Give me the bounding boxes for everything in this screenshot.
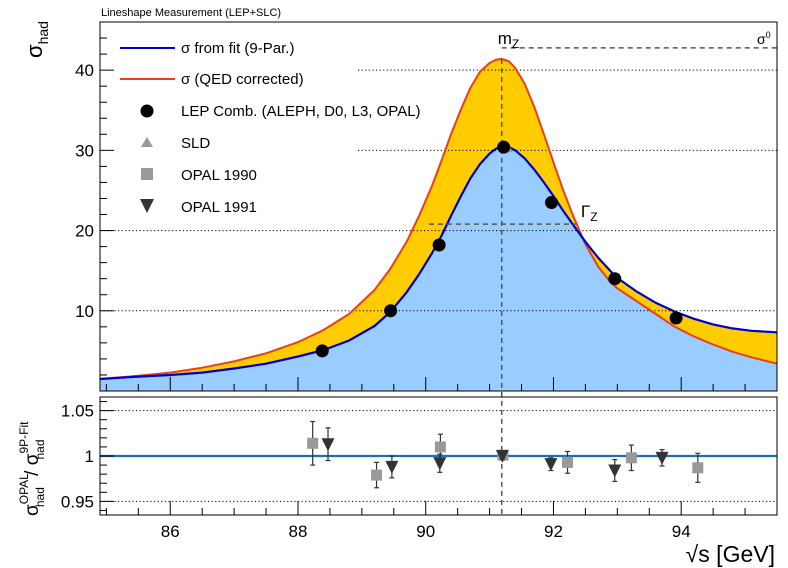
opal1991-point <box>321 438 335 452</box>
lep-point <box>384 304 398 318</box>
lep-point <box>497 140 511 154</box>
top-ytick-label: 40 <box>75 61 94 80</box>
opal1991-point <box>608 464 622 478</box>
bottom-ytick-label: 1 <box>85 447 94 466</box>
lep-point <box>315 344 329 358</box>
lep-point <box>669 311 683 325</box>
opal1990-point <box>434 441 446 453</box>
legend-sld-label: SLD <box>181 135 210 152</box>
xtick-label: 94 <box>672 522 691 541</box>
top-y-ticks: 10 20 30 40 <box>75 37 114 376</box>
opal1991-point <box>433 457 447 471</box>
top-ytick-label: 30 <box>75 141 94 160</box>
legend-qed-label: σ (QED corrected) <box>181 71 304 88</box>
bottom-ytick-label: 0.95 <box>61 492 94 511</box>
chart-header: Lineshape Measurement (LEP+SLC) <box>101 7 281 19</box>
opal1990-point <box>562 456 574 468</box>
legend-opal1990-label: OPAL 1990 <box>181 167 257 184</box>
x-axis-label: √s [GeV] <box>686 541 775 567</box>
opal1991-point <box>655 451 669 465</box>
top-points <box>315 140 683 358</box>
bottom-ytick-label: 1.05 <box>61 402 94 421</box>
xtick-label: 88 <box>289 522 308 541</box>
lep-point <box>545 195 559 209</box>
legend-opal1991-triangle-down-icon <box>140 199 154 213</box>
top-ytick-label: 20 <box>75 222 94 241</box>
bottom-y-ticks: 0.95 1 1.05 <box>61 401 114 511</box>
opal1990-point <box>371 469 383 481</box>
bottom-points <box>307 420 704 489</box>
top-ytick-label: 10 <box>75 302 94 321</box>
legend-fit-label: σ from fit (9-Par.) <box>181 40 294 57</box>
legend-sld-triangle-icon <box>141 137 153 147</box>
bottom-x-ticks: 86 88 90 92 94 <box>105 377 746 541</box>
lep-point <box>432 238 446 252</box>
opal1990-point <box>692 462 704 474</box>
lep-point <box>608 272 622 286</box>
legend-lep-circle-icon <box>140 104 154 118</box>
top-fill-layer <box>100 58 777 391</box>
opal1990-point <box>625 452 637 464</box>
legend-opal1991-label: OPAL 1991 <box>181 199 257 216</box>
xtick-label: 92 <box>544 522 563 541</box>
legend: σ from fit (9-Par.) σ (QED corrected) LE… <box>120 40 421 216</box>
fit-area-fill <box>100 146 777 391</box>
legend-lep-label: LEP Comb. (ALEPH, D0, L3, OPAL) <box>181 103 421 120</box>
top-plot-frame <box>99 21 778 392</box>
xtick-label: 86 <box>161 522 180 541</box>
legend-opal1990-square-icon <box>141 168 153 180</box>
top-gridlines <box>100 69 777 312</box>
qed-curve-line <box>99 57 778 380</box>
qed-area-fill <box>100 58 777 380</box>
opal1991-point <box>385 460 399 474</box>
opal1990-point <box>307 437 319 449</box>
opal1991-point <box>495 450 509 463</box>
opal1991-point <box>544 458 558 472</box>
xtick-label: 90 <box>416 522 435 541</box>
